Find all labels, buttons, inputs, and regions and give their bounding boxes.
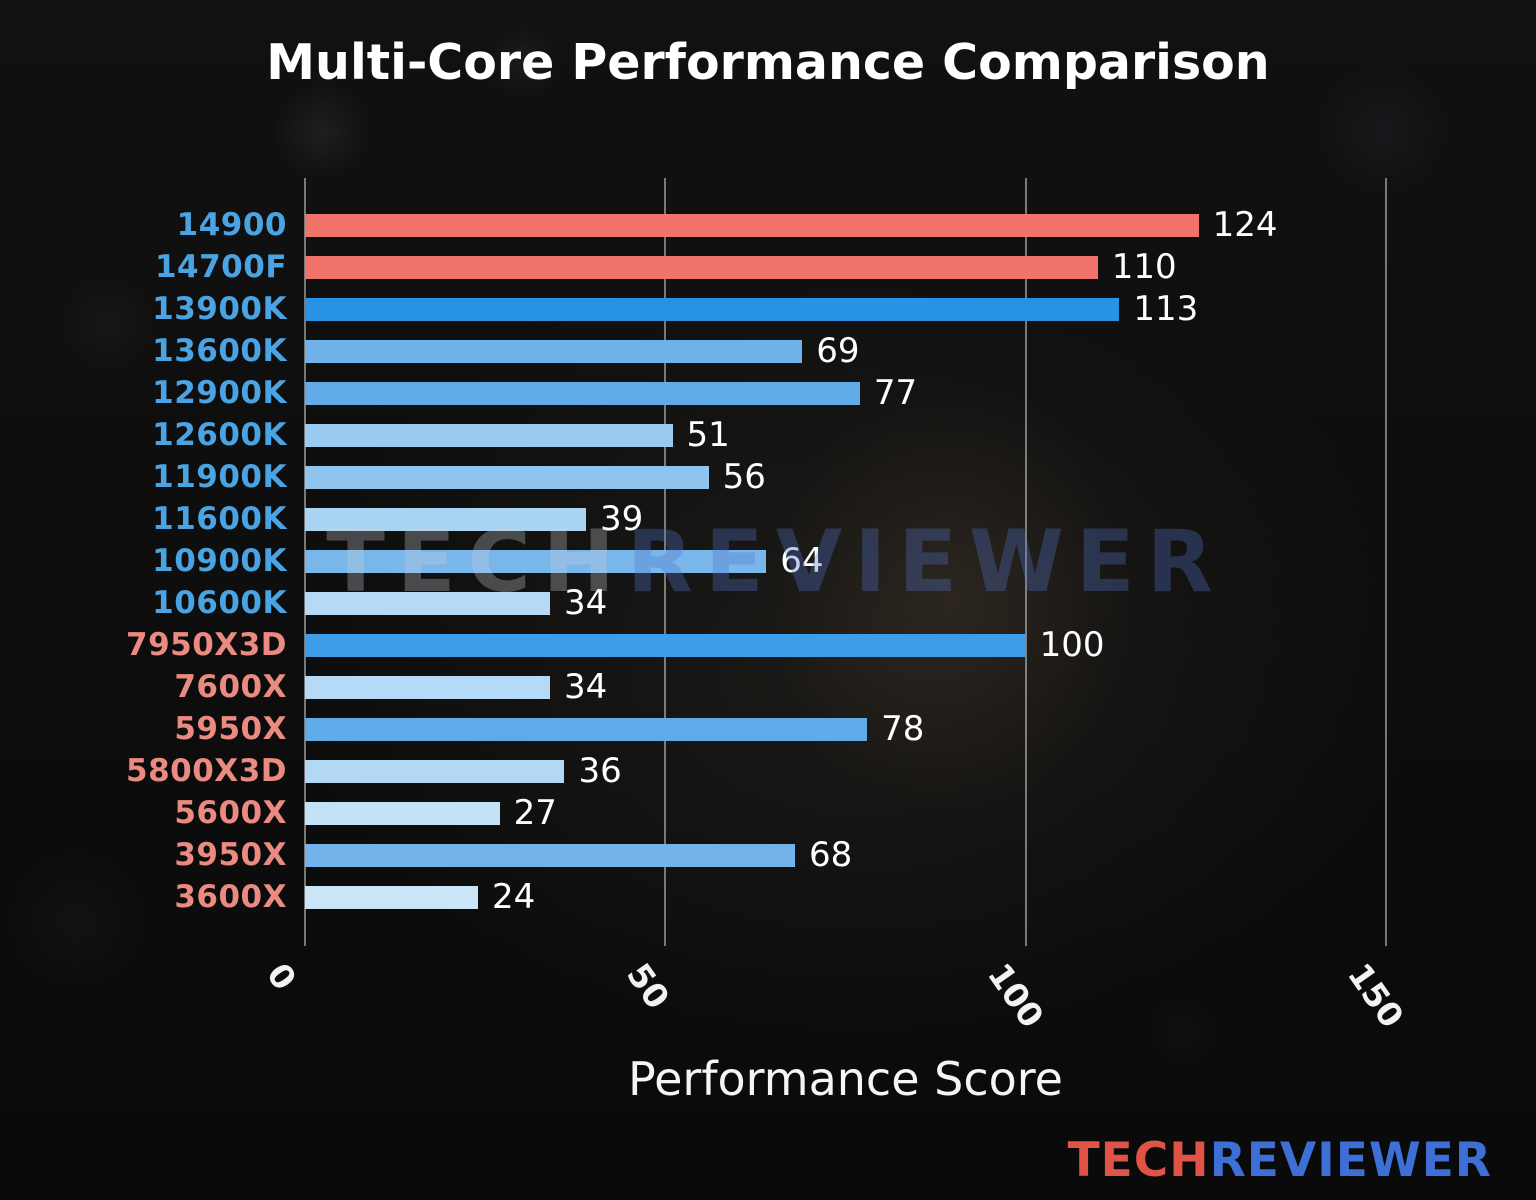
bar-row: 64 <box>305 540 1386 582</box>
value-label: 124 <box>1212 205 1278 245</box>
category-label: 14900 <box>176 207 287 243</box>
bar-row: 56 <box>305 456 1386 498</box>
value-label: 34 <box>564 583 608 623</box>
category-label: 11900K <box>152 459 287 495</box>
plot-area: 124 110 113 69 77 51 56 39 64 34 100 34 78 36 27 68 24 T… <box>304 178 1387 946</box>
bar-row: 27 <box>305 792 1386 834</box>
bar-row: 36 <box>305 750 1386 792</box>
bar-row: 39 <box>305 498 1386 540</box>
value-label: 78 <box>881 709 925 749</box>
bar <box>305 717 868 741</box>
x-axis-label: Performance Score <box>628 1052 1063 1106</box>
bar <box>305 675 551 699</box>
category-label: 7600X <box>174 669 287 705</box>
category-label: 12600K <box>152 417 287 453</box>
bar <box>305 255 1098 279</box>
category-label: 7950X3D <box>126 627 287 663</box>
bar <box>305 801 500 825</box>
bar-row: 77 <box>305 372 1386 414</box>
x-axis-ticks: 0 50 100 150 <box>259 952 1411 1062</box>
bar-row: 69 <box>305 330 1386 372</box>
bar <box>305 465 709 489</box>
bar <box>305 297 1120 321</box>
value-label: 34 <box>564 667 608 707</box>
bar <box>305 381 860 405</box>
chart-title: Multi-Core Performance Comparison <box>266 34 1270 91</box>
bar-row: 34 <box>305 666 1386 708</box>
bar-row: 34 <box>305 582 1386 624</box>
category-label: 3600X <box>174 879 287 915</box>
bar-row: 113 <box>305 288 1386 330</box>
bar <box>305 549 767 573</box>
value-label: 100 <box>1039 625 1105 665</box>
bar <box>305 423 673 447</box>
techreviewer-logo: TECHREVIEWER <box>1068 1133 1492 1188</box>
logo-tech: TECH <box>1067 1133 1210 1188</box>
value-label: 110 <box>1111 247 1177 287</box>
bar-row: 68 <box>305 834 1386 876</box>
bar-row: 78 <box>305 708 1386 750</box>
bar <box>305 213 1199 237</box>
category-labels: 14900 14700F 13900K 13600K 12900K 12600K 11900… <box>0 178 305 946</box>
bar <box>305 843 796 867</box>
category-label: 5950X <box>174 711 287 747</box>
bar <box>305 633 1026 657</box>
x-tick-label: 50 <box>619 956 678 1016</box>
bar-row: 100 <box>305 624 1386 666</box>
bar-row: 110 <box>305 246 1386 288</box>
category-label: 13900K <box>152 291 287 327</box>
category-label: 10600K <box>152 585 287 621</box>
category-label: 14700F <box>154 249 287 285</box>
value-label: 68 <box>809 835 853 875</box>
category-label: 3950X <box>174 837 287 873</box>
category-label: 12900K <box>152 375 287 411</box>
bar-row: 51 <box>305 414 1386 456</box>
bar <box>305 339 803 363</box>
x-tick-label: 100 <box>979 956 1052 1035</box>
bar <box>305 507 587 531</box>
bar <box>305 759 565 783</box>
value-label: 113 <box>1133 289 1199 329</box>
gridline <box>1024 178 1027 946</box>
value-label: 36 <box>578 751 622 791</box>
logo-reviewer: REVIEWER <box>1209 1133 1492 1188</box>
category-label: 5800X3D <box>126 753 287 789</box>
value-label: 39 <box>600 499 644 539</box>
bar-row: 24 <box>305 876 1386 918</box>
value-label: 64 <box>780 541 824 581</box>
category-label: 5600X <box>174 795 287 831</box>
category-label: 13600K <box>152 333 287 369</box>
value-label: 51 <box>686 415 730 455</box>
category-label: 10900K <box>152 543 287 579</box>
value-label: 69 <box>816 331 860 371</box>
category-label: 11600K <box>152 501 287 537</box>
bar-rows: 124 110 113 69 77 51 56 39 64 34 100 34 78 36 27 68 24 <box>305 204 1386 918</box>
bar-row: 124 <box>305 204 1386 246</box>
gridline <box>1385 178 1387 946</box>
bar <box>305 591 551 615</box>
value-label: 24 <box>491 877 536 917</box>
value-label: 77 <box>873 373 918 413</box>
bar <box>305 885 478 909</box>
bar-chart: 14900 14700F 13900K 13600K 12900K 12600K 11900… <box>0 178 1387 946</box>
value-label: 56 <box>722 457 766 497</box>
value-label: 27 <box>513 793 557 833</box>
